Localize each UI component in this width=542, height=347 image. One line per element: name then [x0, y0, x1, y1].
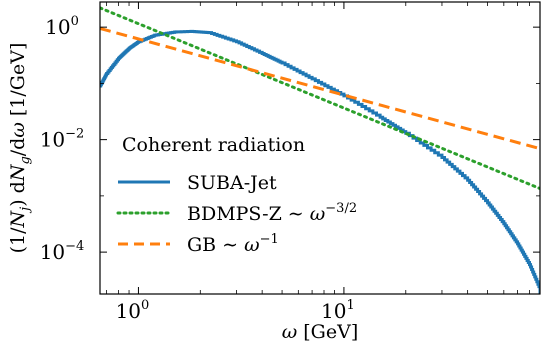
legend-title: Coherent radiation [122, 134, 305, 156]
y-axis-label: (1/Nj) dNg/dω [1/GeV] [7, 43, 33, 254]
legend: Coherent radiation SUBA-Jet BDMPS-Z ∼ ω−… [116, 134, 357, 256]
series-line-0 [100, 29, 540, 294]
x-tick-label: 100 [116, 298, 150, 323]
svg-text:(1/Nj) dNg/dω [1/GeV]: (1/Nj) dNg/dω [1/GeV] [7, 43, 33, 254]
x-tick-label: 101 [321, 298, 355, 323]
legend-entry-bdmps: BDMPS-Z ∼ ω−3/2 [187, 201, 357, 225]
series-line-2 [100, 26, 540, 151]
series-line-1 [100, 6, 540, 191]
ticks-layer: 100 101 100 10−2 10−4 [40, 2, 541, 323]
plot-frame [99, 1, 541, 295]
y-tick-label: 10−2 [40, 127, 85, 152]
svg-text:ω [GeV]: ω [GeV] [282, 321, 359, 343]
legend-entry-suba: SUBA-Jet [187, 172, 277, 194]
x-axis-label: ω [GeV] [282, 321, 359, 343]
series-layer [100, 6, 540, 294]
legend-entry-gb: GB ∼ ω−1 [187, 232, 279, 256]
y-tick-label: 10−4 [40, 239, 85, 264]
y-tick-label: 100 [45, 14, 79, 39]
